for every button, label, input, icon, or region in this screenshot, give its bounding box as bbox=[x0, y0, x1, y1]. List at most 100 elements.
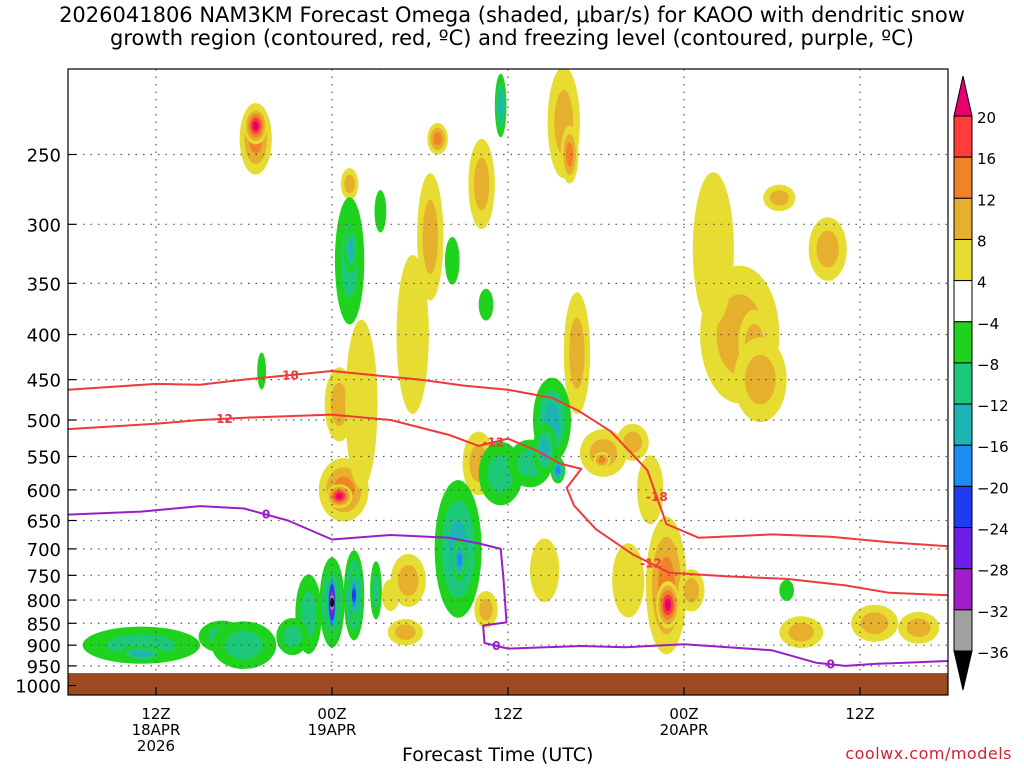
x-tick-label-54-0: 12Z bbox=[845, 705, 874, 723]
omega-cell-70-level-0 bbox=[376, 69, 382, 70]
colorbar-label-5: −4 bbox=[977, 315, 999, 333]
colorbar-label-8: −16 bbox=[977, 438, 1009, 456]
colorbar-label-4: 4 bbox=[977, 274, 987, 292]
colorbar-bin-5 bbox=[953, 321, 973, 364]
colorbar-label-13: −36 bbox=[977, 644, 1009, 662]
y-tick-label-850: 850 bbox=[27, 614, 61, 635]
x-tick-label-18-1: 19APR bbox=[308, 721, 357, 739]
omega-cell-44-level-1 bbox=[906, 618, 931, 638]
omega-cell-41-level-1 bbox=[395, 624, 416, 640]
omega-cell-7-level-0 bbox=[345, 319, 378, 490]
omega-cell-12-level-2 bbox=[433, 132, 442, 146]
y-tick-label-300: 300 bbox=[27, 215, 61, 236]
omega-cell-1-level-4 bbox=[252, 121, 259, 131]
y-tick-label-400: 400 bbox=[27, 326, 61, 347]
omega-cell-72-level-0 bbox=[779, 579, 795, 601]
x-tick-label-30-0: 12Z bbox=[493, 705, 522, 723]
contour-minus18 bbox=[68, 370, 948, 548]
colorbar-label-10: −24 bbox=[977, 521, 1009, 539]
omega-cell-71-level-0 bbox=[257, 352, 266, 390]
omega-cell-66-level-0 bbox=[478, 288, 494, 321]
omega-negative-cells bbox=[82, 69, 795, 670]
contour-label-zero-0: 0 bbox=[262, 508, 270, 522]
y-tick-label-550: 550 bbox=[27, 448, 61, 469]
contour-label-minus18-1: -18 bbox=[646, 490, 668, 504]
colorbar-label-3: 8 bbox=[977, 232, 987, 250]
omega-cell-29-level-1 bbox=[683, 577, 700, 603]
omega-cell-68-level-0 bbox=[444, 236, 460, 285]
omega-cell-46-level-2 bbox=[131, 650, 151, 657]
omega-cell-14-level-1 bbox=[398, 564, 419, 596]
omega-cell-55-level-4 bbox=[352, 588, 356, 603]
y-tick-label-250: 250 bbox=[27, 145, 61, 166]
colorbar-under-triangle bbox=[953, 650, 973, 691]
colorbar-label-0: 20 bbox=[977, 109, 996, 127]
colorbar-bin-0 bbox=[953, 115, 973, 158]
omega-cell-33-level-1 bbox=[744, 354, 776, 405]
omega-cell-32-level-0 bbox=[692, 172, 734, 326]
omega-cell-67-level-2 bbox=[498, 92, 504, 119]
colorbar-bin-3 bbox=[953, 238, 973, 282]
y-tick-label-1000: 1000 bbox=[15, 677, 61, 698]
omega-cell-17-level-0 bbox=[505, 0, 526, 7]
omega-cell-36-level-1 bbox=[816, 230, 839, 268]
contour-label-zero-2: 0 bbox=[826, 657, 834, 671]
omega-cell-64-level-3 bbox=[555, 465, 561, 475]
omega-cell-42-level-1 bbox=[788, 622, 815, 642]
colorbar-bin-8 bbox=[953, 444, 973, 487]
colorbar-bin-2 bbox=[953, 197, 973, 240]
x-tick-label-18-0: 00Z bbox=[317, 705, 346, 723]
y-tick-label-750: 750 bbox=[27, 566, 61, 587]
contour-label-minus18-0: -18 bbox=[277, 368, 299, 382]
omega-cell-56-level-1 bbox=[372, 573, 380, 608]
colorbar-bin-12 bbox=[953, 609, 973, 652]
y-tick-label-500: 500 bbox=[27, 411, 61, 432]
y-tick-label-700: 700 bbox=[27, 540, 61, 561]
contour-label-zero-1: 0 bbox=[492, 639, 500, 653]
ground-surface bbox=[68, 673, 948, 695]
omega-positive-cells bbox=[239, 0, 940, 655]
y-tick-label-950: 950 bbox=[27, 657, 61, 678]
colorbar-label-7: −12 bbox=[977, 397, 1009, 415]
omega-cell-61-level-1 bbox=[487, 455, 514, 493]
y-tick-label-450: 450 bbox=[27, 371, 61, 392]
omega-cell-23-level-2 bbox=[598, 456, 606, 464]
chart-title-line1: 2026041806 NAM3KM Forecast Omega (shaded… bbox=[59, 3, 965, 27]
colorbar-label-9: −20 bbox=[977, 479, 1009, 497]
omega-cell-69-level-0 bbox=[374, 190, 387, 233]
colorbar-bin-4 bbox=[953, 280, 973, 323]
y-tick-label-900: 900 bbox=[27, 636, 61, 657]
contour-label-minus12-1: -12 bbox=[482, 435, 504, 449]
omega-cell-19-level-2 bbox=[565, 142, 574, 167]
contour-lines: -18 -18 -12 -12 -12 0 0 0 bbox=[68, 368, 948, 671]
colorbar-bin-9 bbox=[953, 485, 973, 529]
x-tick-label-42-1: 20APR bbox=[660, 721, 709, 739]
omega-cell-5-level-4 bbox=[335, 493, 343, 500]
omega-cell-28-level-0 bbox=[637, 455, 664, 525]
contour-label-minus12-2: -12 bbox=[640, 557, 662, 571]
contour-label-minus12-0: -12 bbox=[211, 412, 233, 426]
omega-cell-40-level-0 bbox=[502, 0, 520, 33]
colorbar-bin-11 bbox=[953, 568, 973, 611]
omega-cell-65-level-2 bbox=[539, 438, 550, 461]
contour-minus12 bbox=[68, 413, 948, 597]
omega-cell-16-level-1 bbox=[473, 157, 490, 211]
colorbar-label-2: 12 bbox=[977, 191, 996, 209]
omega-cell-43-level-1 bbox=[860, 612, 889, 635]
colorbar-label-1: 16 bbox=[977, 150, 996, 168]
omega-cell-27-level-4 bbox=[664, 598, 671, 612]
omega-cell-24-level-1 bbox=[623, 431, 643, 454]
colorbar-bin-10 bbox=[953, 527, 973, 570]
omega-cell-8-level-1 bbox=[344, 174, 355, 194]
x-tick-label-6-1: 18APR bbox=[132, 721, 181, 739]
omega-cell-10-level-1 bbox=[422, 199, 438, 274]
omega-cell-20-level-1 bbox=[569, 317, 585, 389]
y-tick-label-800: 800 bbox=[27, 591, 61, 612]
y-tick-label-600: 600 bbox=[27, 481, 61, 502]
colorbar-label-6: −8 bbox=[977, 356, 999, 374]
credit-link[interactable]: coolwx.com/models bbox=[845, 744, 1012, 763]
omega-cell-38-level-0 bbox=[381, 579, 400, 612]
y-tick-label-650: 650 bbox=[27, 512, 61, 533]
colorbar-bin-1 bbox=[953, 156, 973, 199]
colorbar-bin-7 bbox=[953, 403, 973, 446]
